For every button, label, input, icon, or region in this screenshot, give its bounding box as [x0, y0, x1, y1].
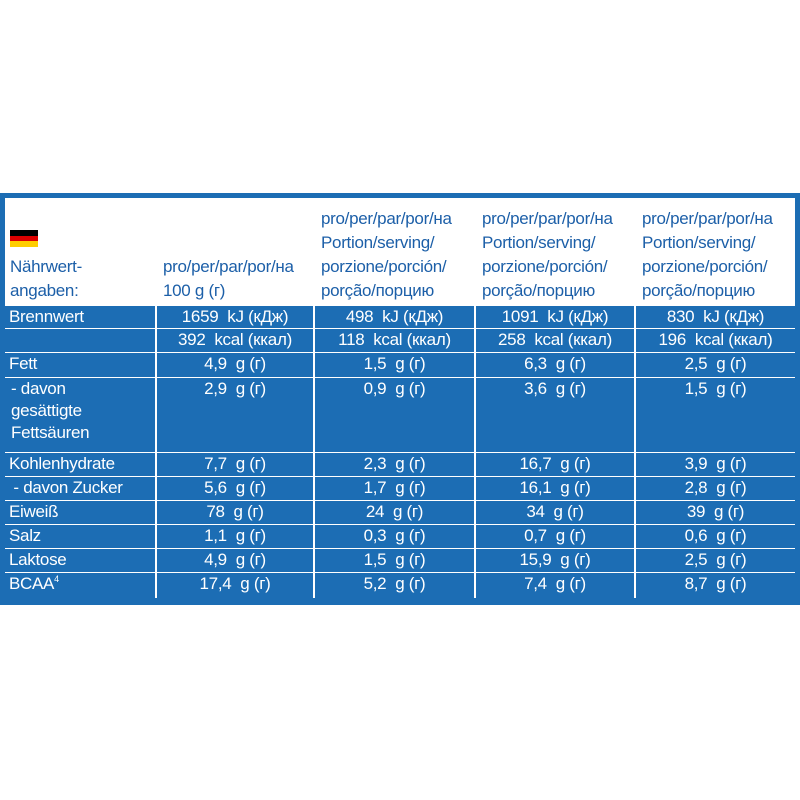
- row-label-text: Salz: [9, 526, 41, 545]
- value-cell: 392 kcal (ккал): [155, 329, 313, 353]
- value-cell: 118 kcal (ккал): [313, 329, 474, 353]
- value-cell: 39 g (г): [634, 501, 795, 525]
- table-row: - davon Zucker 5,6 g (г) 1,7 g (г) 16,1 g (…: [5, 476, 795, 501]
- row-label: BCAA4: [5, 573, 155, 598]
- header-line: Portion/serving/: [642, 233, 756, 252]
- value-cell: 1,1 g (г): [155, 525, 313, 549]
- header-line: pro/per/par/por/на: [642, 209, 773, 228]
- header-line: porzione/porción/: [482, 257, 608, 276]
- value-cell: 4,9 g (г): [155, 549, 313, 573]
- table-header: Nährwert- angaben: pro/per/par/por/на 100…: [5, 198, 795, 305]
- row-label-text: Fett: [9, 354, 38, 373]
- row-label: - davon Zucker: [5, 477, 155, 501]
- header-label-line: angaben:: [10, 281, 79, 300]
- value-cell: 0,7 g (г): [474, 525, 634, 549]
- value-cell: 0,6 g (г): [634, 525, 795, 549]
- row-label: - davon gesättigte Fettsäuren: [5, 378, 155, 453]
- row-label-text: Brennwert: [9, 307, 84, 326]
- value-cell: 17,4 g (г): [155, 573, 313, 598]
- value-cell: 2,5 g (г): [634, 353, 795, 378]
- german-flag-icon: [10, 230, 38, 248]
- value-cell: 5,6 g (г): [155, 477, 313, 501]
- value-cell: 1,5 g (г): [313, 549, 474, 573]
- value-cell: 78 g (г): [155, 501, 313, 525]
- row-label-text: - davon Zucker: [9, 478, 123, 497]
- value-cell: 0,3 g (г): [313, 525, 474, 549]
- value-cell: 34 g (г): [474, 501, 634, 525]
- header-column-4: pro/per/par/por/на Portion/serving/porzio…: [642, 198, 795, 305]
- value-cell: 15,9 g (г): [474, 549, 634, 573]
- table-row: Laktose 4,9 g (г) 1,5 g (г) 15,9 g (г) 2,5 g…: [5, 548, 795, 573]
- header-column-1: pro/per/par/por/на 100 g (г): [163, 198, 313, 305]
- footnote-marker: 4: [54, 574, 59, 584]
- value-cell: 1,5 g (г): [634, 378, 795, 453]
- header-column-2: pro/per/par/por/на Portion/serving/porzio…: [321, 198, 474, 305]
- table-row: Brennwert 1659 kJ (кДж) 498 kJ (кДж) 1091 k…: [5, 305, 795, 329]
- header-line: pro/per/par/por/на: [321, 209, 452, 228]
- value-cell: 2,3 g (г): [313, 453, 474, 477]
- value-cell: 1659 kJ (кДж): [155, 306, 313, 329]
- row-label-text: Laktose: [9, 550, 67, 569]
- value-cell: 1,5 g (г): [313, 353, 474, 378]
- table-row: - davon gesättigte Fettsäuren 2,9 g (г) 0,…: [5, 377, 795, 453]
- header-line: porção/порцию: [321, 281, 434, 300]
- row-label: Kohlenhydrate: [5, 453, 155, 477]
- header-line: porção/порцию: [482, 281, 595, 300]
- row-label-text: Kohlenhydrate: [9, 454, 115, 473]
- value-cell: 3,9 g (г): [634, 453, 795, 477]
- table-row: Eiweiß 78 g (г) 24 g (г) 34 g (г) 39 g (г): [5, 500, 795, 525]
- row-label: [5, 329, 155, 353]
- row-label: Eiweiß: [5, 501, 155, 525]
- value-cell: 2,8 g (г): [634, 477, 795, 501]
- header-line: porzione/porción/: [642, 257, 768, 276]
- value-cell: 1091 kJ (кДж): [474, 306, 634, 329]
- row-label-text: BCAA: [9, 574, 55, 593]
- value-cell: 0,9 g (г): [313, 378, 474, 453]
- value-cell: 498 kJ (кДж): [313, 306, 474, 329]
- value-cell: 2,9 g (г): [155, 378, 313, 453]
- row-label: Fett: [5, 353, 155, 378]
- value-cell: 16,1 g (г): [474, 477, 634, 501]
- header-column-3: pro/per/par/por/на Portion/serving/porzio…: [482, 198, 634, 305]
- row-label: Brennwert: [5, 306, 155, 329]
- value-cell: 5,2 g (г): [313, 573, 474, 598]
- header-line: porzione/porción/: [321, 257, 447, 276]
- header-line: Portion/serving/: [482, 233, 596, 252]
- value-cell: 3,6 g (г): [474, 378, 634, 453]
- value-cell: 258 kcal (ккал): [474, 329, 634, 353]
- table-row: Fett 4,9 g (г) 1,5 g (г) 6,3 g (г) 2,5 g (г): [5, 352, 795, 378]
- row-label: Salz: [5, 525, 155, 549]
- table-row: 392 kcal (ккал) 118 kcal (ккал) 258 kcal (…: [5, 328, 795, 353]
- header-label: Nährwert- angaben:: [10, 198, 155, 305]
- header-line: porção/порцию: [642, 281, 755, 300]
- header-line: pro/per/par/por/на: [482, 209, 613, 228]
- value-cell: 1,7 g (г): [313, 477, 474, 501]
- value-cell: 6,3 g (г): [474, 353, 634, 378]
- header-line: 100 g (г): [163, 281, 226, 300]
- value-cell: 24 g (г): [313, 501, 474, 525]
- value-cell: 830 kJ (кДж): [634, 306, 795, 329]
- header-line: Portion/serving/: [321, 233, 435, 252]
- value-cell: 8,7 g (г): [634, 573, 795, 598]
- row-label-text: Eiweiß: [9, 502, 59, 521]
- row-label: Laktose: [5, 549, 155, 573]
- value-cell: 4,9 g (г): [155, 353, 313, 378]
- header-label-line: Nährwert-: [10, 257, 82, 276]
- value-cell: 196 kcal (ккал): [634, 329, 795, 353]
- value-cell: 7,7 g (г): [155, 453, 313, 477]
- table-row: BCAA4 17,4 g (г) 5,2 g (г) 7,4 g (г) 8,7 g (…: [5, 572, 795, 598]
- value-cell: 2,5 g (г): [634, 549, 795, 573]
- table-row: Kohlenhydrate 7,7 g (г) 2,3 g (г) 16,7 g (г…: [5, 452, 795, 477]
- nutrition-table: Nährwert- angaben: pro/per/par/por/на 100…: [0, 193, 800, 605]
- row-label-text: - davon gesättigte Fettsäuren: [11, 379, 90, 442]
- value-cell: 16,7 g (г): [474, 453, 634, 477]
- value-cell: 7,4 g (г): [474, 573, 634, 598]
- table-row: Salz 1,1 g (г) 0,3 g (г) 0,7 g (г) 0,6 g (г): [5, 524, 795, 549]
- header-line: pro/per/par/por/на: [163, 257, 294, 276]
